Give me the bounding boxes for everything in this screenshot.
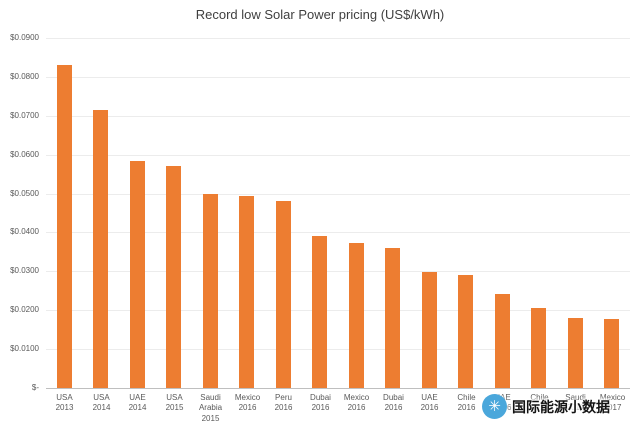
gridline: [46, 310, 630, 312]
x-tick-label: Saudi Arabia 2015: [192, 393, 229, 424]
watermark-text: 国际能源小数据: [512, 398, 610, 415]
x-tick-country: USA: [56, 393, 73, 402]
x-tick-label: Mexico 2017: [594, 393, 631, 414]
y-tick-label: $0.0600: [10, 149, 39, 159]
y-tick-label: $-: [31, 383, 39, 392]
bar: [130, 160, 145, 388]
bar: [57, 65, 72, 388]
bar: [203, 194, 218, 388]
gridline: [46, 154, 630, 156]
x-tick-label: Dubai 2016: [302, 393, 339, 414]
x-tick-label: Saudi 2017: [557, 393, 594, 414]
bar: [531, 307, 546, 388]
y-tick-label: $0.0100: [10, 344, 39, 354]
y-tick-label: $0.0500: [10, 188, 39, 198]
bar: [604, 319, 619, 388]
bar: [568, 318, 583, 388]
x-tick-label: USA 2015: [156, 393, 193, 414]
watermark-logo-icon: ✳: [482, 394, 507, 419]
x-tick-year: 2016: [420, 403, 439, 413]
gridline: [46, 115, 630, 117]
x-tick-year: 2016: [311, 403, 330, 413]
y-tick-label: $0.0300: [10, 266, 39, 276]
gridline: [46, 76, 630, 78]
bar: [276, 201, 291, 388]
x-tick-country: UAE: [421, 393, 438, 402]
x-tick-country: Saudi Arabia: [198, 393, 223, 413]
x-tick-country: Dubai: [310, 393, 331, 402]
x-tick-label: Mexico 2016: [229, 393, 266, 414]
gridline: [46, 38, 630, 39]
y-tick-label: $0.0800: [10, 71, 39, 81]
gridline: [46, 232, 630, 234]
x-tick-label: USA 2014: [83, 393, 120, 414]
x-tick-year: 2016: [457, 403, 476, 413]
x-tick-label: Mexico 2016: [338, 393, 375, 414]
x-tick-country: Chile: [530, 393, 549, 402]
bar: [166, 166, 181, 388]
watermark: ✳ 国际能源小数据: [482, 394, 610, 419]
x-tick-year: 2016: [347, 403, 366, 413]
x-tick-country: USA: [93, 393, 110, 402]
x-tick-label: UAE 2014: [119, 393, 156, 414]
gridline: [46, 349, 630, 351]
bar: [312, 236, 327, 388]
x-tick-year: 2014: [128, 403, 147, 413]
bar: [385, 248, 400, 388]
x-tick-year: 2017: [530, 403, 549, 413]
x-tick-country: Peru: [275, 393, 292, 402]
x-tick-country: Mexico: [599, 393, 626, 402]
x-tick-country: Mexico: [343, 393, 370, 402]
x-tick-country: Mexico: [234, 393, 261, 402]
chart-title: Record low Solar Power pricing (US$/kWh): [195, 7, 445, 22]
y-tick-label: $0.0700: [10, 110, 39, 120]
y-tick-label: $0.0200: [10, 305, 39, 315]
x-tick-year: 2015: [201, 413, 220, 423]
x-tick-country: USA: [166, 393, 183, 402]
bar: [458, 274, 473, 388]
bar: [495, 293, 510, 388]
bar: [93, 109, 108, 388]
x-tick-country: Saudi: [565, 393, 586, 402]
x-tick-year: 2017: [566, 403, 585, 413]
gridline: [46, 193, 630, 195]
x-axis-line: [46, 388, 630, 389]
x-tick-year: 2016: [274, 403, 293, 413]
x-tick-country: Chile: [457, 393, 476, 402]
x-tick-country: Dubai: [383, 393, 404, 402]
gridline: [46, 271, 630, 273]
bar: [422, 271, 437, 388]
x-tick-year: 2016: [384, 403, 403, 413]
x-tick-label: Peru 2016: [265, 393, 302, 414]
x-tick-year: 2017: [603, 403, 622, 413]
y-tick-label: $0.0900: [10, 33, 39, 42]
x-tick-year: 2014: [92, 403, 111, 413]
x-tick-label: USA 2013: [46, 393, 83, 414]
x-tick-year: 2013: [55, 403, 74, 413]
x-tick-year: 2016: [238, 403, 257, 413]
x-tick-label: Chile 2017: [521, 393, 558, 414]
x-tick-year: 2015: [165, 403, 184, 413]
x-tick-country: UAE: [129, 393, 146, 402]
x-tick-label: Chile 2016: [448, 393, 485, 414]
y-tick-label: $0.0400: [10, 227, 39, 237]
bar: [349, 243, 364, 388]
bar: [239, 195, 254, 388]
x-tick-label: Dubai 2016: [375, 393, 412, 414]
